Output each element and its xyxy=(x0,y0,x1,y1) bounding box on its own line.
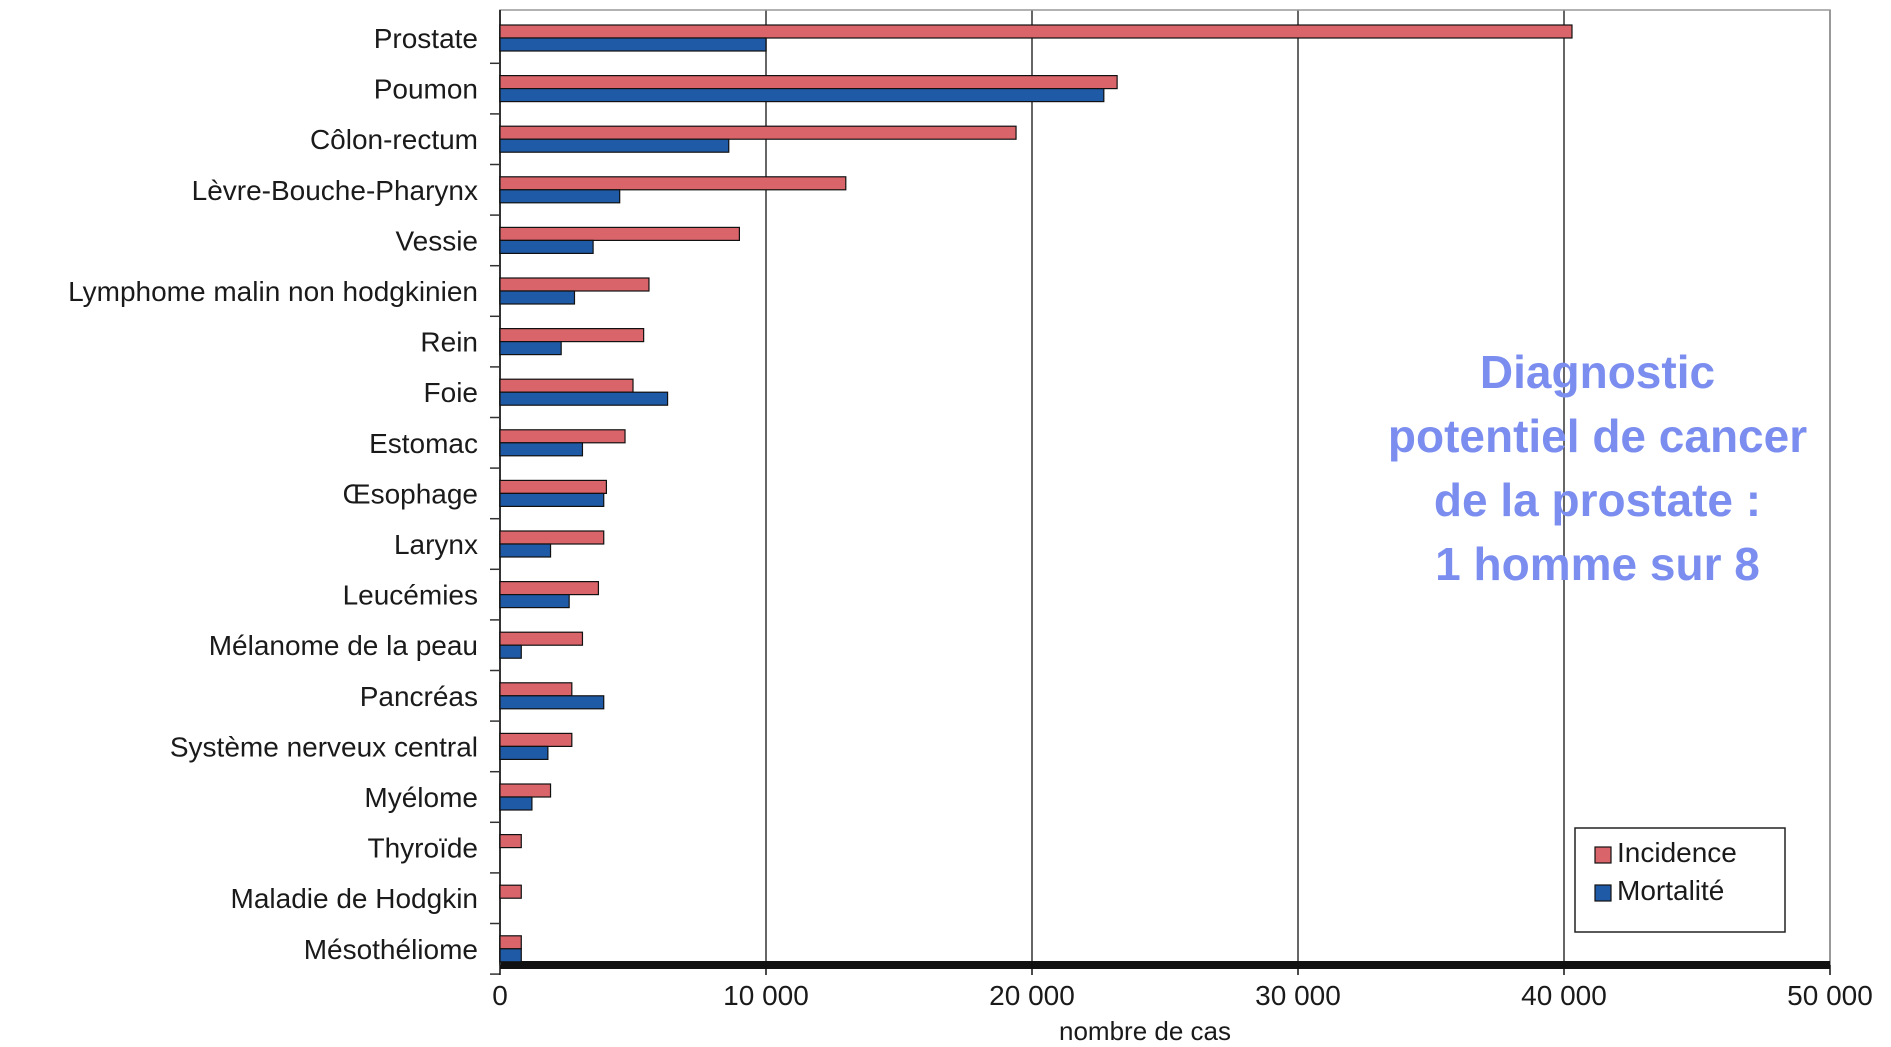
mortalite-bar xyxy=(500,342,561,355)
category-label: Prostate xyxy=(374,23,478,54)
x-tick-label: 40 000 xyxy=(1521,980,1607,1011)
category-label: Pancréas xyxy=(360,681,478,712)
mortalite-bar xyxy=(500,38,766,51)
mortalite-bar xyxy=(500,595,569,608)
category-label: Maladie de Hodgkin xyxy=(231,883,479,914)
incidence-bar xyxy=(500,531,604,544)
incidence-bar xyxy=(500,582,598,595)
mortalite-bar xyxy=(500,240,593,253)
legend-label: Mortalité xyxy=(1617,875,1724,906)
category-label: Œsophage xyxy=(343,478,478,509)
x-axis-title: nombre de cas xyxy=(1059,1016,1231,1046)
incidence-bar xyxy=(500,379,633,392)
x-tick-label: 20 000 xyxy=(989,980,1075,1011)
annotation-line: 1 homme sur 8 xyxy=(1340,532,1855,596)
annotation-line: Diagnostic xyxy=(1340,340,1855,404)
legend-label: Incidence xyxy=(1617,837,1737,868)
legend: Incidence Mortalité xyxy=(1575,828,1785,932)
incidence-bar xyxy=(500,25,1572,38)
category-label: Système nerveux central xyxy=(170,731,478,762)
mortalite-bar xyxy=(500,291,574,304)
category-label: Poumon xyxy=(374,74,478,105)
mortalite-bar xyxy=(500,949,521,962)
x-tick-label: 50 000 xyxy=(1787,980,1873,1011)
mortalite-bar xyxy=(500,392,668,405)
mortalite-bar xyxy=(500,493,604,506)
incidence-bar xyxy=(500,480,606,493)
mortalite-bar xyxy=(500,797,532,810)
incidence-bar xyxy=(500,632,582,645)
category-label: Leucémies xyxy=(343,580,478,611)
x-tick-label: 30 000 xyxy=(1255,980,1341,1011)
legend-swatch-incidence xyxy=(1595,847,1611,863)
mortalite-bar xyxy=(500,544,551,557)
category-labels: Prostate Poumon Côlon-rectum Lèvre-Bouche-P… xyxy=(68,23,500,974)
x-tick-label: 10 000 xyxy=(723,980,809,1011)
category-label: Vessie xyxy=(396,225,479,256)
category-label: Foie xyxy=(424,377,478,408)
incidence-bar xyxy=(500,76,1117,89)
category-label: Côlon-rectum xyxy=(310,124,478,155)
category-label: Mélanome de la peau xyxy=(209,630,478,661)
incidence-bar xyxy=(500,936,521,949)
incidence-bar xyxy=(500,885,521,898)
incidence-bar xyxy=(500,177,846,190)
incidence-bar xyxy=(500,126,1016,139)
mortalite-bar xyxy=(500,89,1104,102)
mortalite-bar xyxy=(500,645,521,658)
category-label: Larynx xyxy=(394,529,478,560)
incidence-bar xyxy=(500,227,739,240)
annotation-line: potentiel de cancer xyxy=(1340,404,1855,468)
incidence-bar xyxy=(500,430,625,443)
mortalite-bar xyxy=(500,190,620,203)
category-label: Estomac xyxy=(369,428,478,459)
incidence-bar xyxy=(500,733,572,746)
category-label: Myélome xyxy=(364,782,478,813)
incidence-bar xyxy=(500,329,644,342)
x-tick-label: 0 xyxy=(492,980,508,1011)
annotation-line: de la prostate : xyxy=(1340,468,1855,532)
legend-swatch-mortalite xyxy=(1595,885,1611,901)
incidence-bar xyxy=(500,784,551,797)
category-label: Lymphome malin non hodgkinien xyxy=(68,276,478,307)
category-label: Lèvre-Bouche-Pharynx xyxy=(192,175,478,206)
incidence-bar xyxy=(500,683,572,696)
prostate-annotation: Diagnostic potentiel de cancer de la pro… xyxy=(1340,340,1855,596)
mortalite-bar xyxy=(500,746,548,759)
incidence-bar xyxy=(500,835,521,848)
category-label: Rein xyxy=(420,327,478,358)
category-label: Thyroïde xyxy=(368,833,479,864)
mortalite-bar xyxy=(500,139,729,152)
x-tick-labels: 0 10 000 20 000 30 000 40 000 50 000 xyxy=(492,965,1873,1011)
mortalite-bar xyxy=(500,443,582,456)
mortalite-bar xyxy=(500,696,604,709)
category-label: Mésothéliome xyxy=(304,934,478,965)
incidence-bar xyxy=(500,278,649,291)
